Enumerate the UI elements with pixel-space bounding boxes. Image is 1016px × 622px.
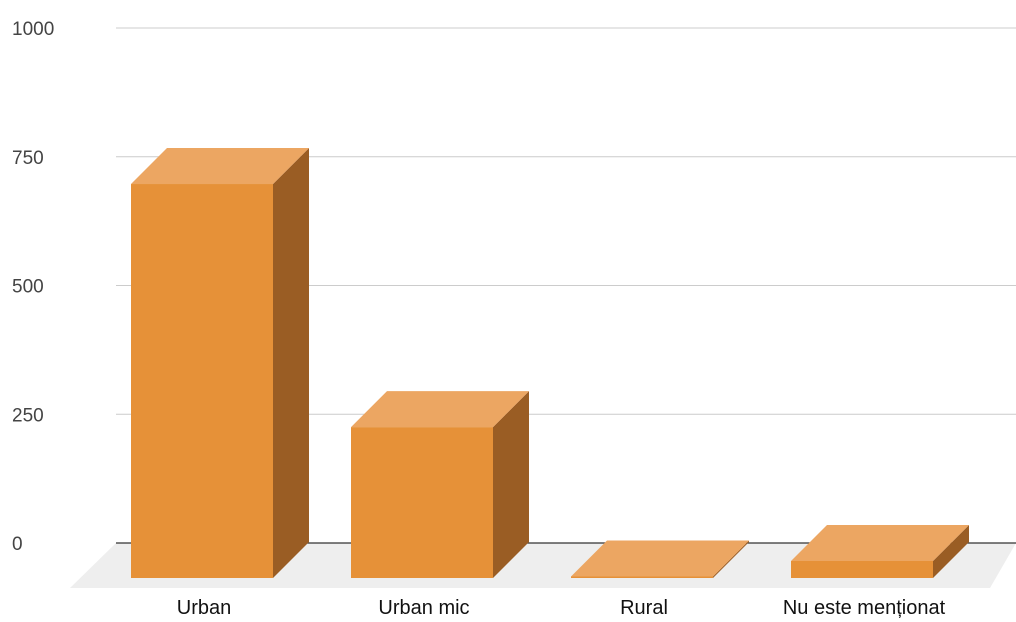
bar xyxy=(131,148,309,578)
x-tick-label: Urban mic xyxy=(378,597,469,619)
bar-front xyxy=(131,184,273,578)
x-tick-label: Urban xyxy=(177,597,231,619)
x-tick-label: Rural xyxy=(620,597,668,619)
y-tick-label: 500 xyxy=(12,277,44,298)
bar-front xyxy=(571,576,713,578)
bar-side xyxy=(493,391,529,578)
y-tick-label: 1000 xyxy=(12,19,54,40)
bar xyxy=(791,525,969,578)
bar xyxy=(351,391,529,578)
chart-floor xyxy=(70,543,1016,588)
bar-top xyxy=(131,148,309,185)
bar-top xyxy=(571,540,749,577)
bar-side xyxy=(933,525,969,578)
y-tick-label: 250 xyxy=(12,405,44,426)
bar-front xyxy=(791,561,933,578)
y-tick-label: 0 xyxy=(12,534,23,555)
bar-top xyxy=(791,525,969,562)
y-tick-label: 750 xyxy=(12,148,44,169)
bar-side xyxy=(713,540,749,578)
bar-top xyxy=(351,391,529,428)
x-tick-label: Nu este menționat xyxy=(783,597,946,619)
bar-side xyxy=(273,148,309,578)
bar xyxy=(571,540,749,578)
bar-front xyxy=(351,427,493,578)
